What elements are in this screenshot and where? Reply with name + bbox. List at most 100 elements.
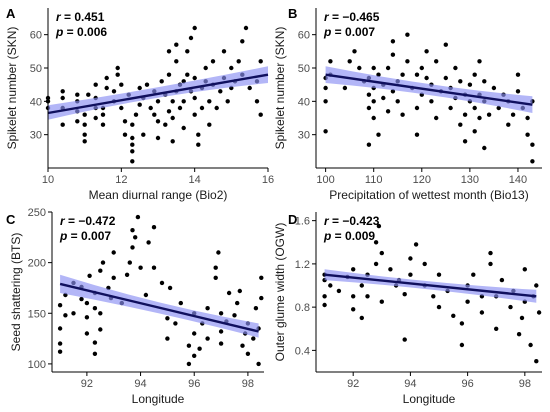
x-axis-title: Longitude [403,392,456,406]
data-point [82,132,87,137]
data-point [133,112,139,117]
data-point [240,343,245,348]
data-point [199,105,205,111]
data-point [443,42,448,47]
data-point [494,326,499,331]
y-axis-title: Outer glume width (OGW) [273,223,287,362]
panel-letter: B [288,6,297,21]
data-point [111,275,116,280]
x-tick-label: 92 [347,378,359,390]
data-point [166,109,172,114]
data-point [170,139,175,144]
data-point [137,102,142,107]
data-point [323,85,328,91]
data-point [57,326,63,331]
data-point [192,112,197,117]
data-point [130,159,135,164]
data-point [235,300,240,306]
data-point [86,92,91,97]
data-point [351,294,356,299]
x-tick-label: 98 [242,378,254,390]
data-point [459,342,465,348]
data-point [458,122,463,127]
data-point [371,99,376,104]
data-point [247,85,252,91]
data-point [431,294,436,299]
data-point [381,95,386,101]
data-point [165,336,170,341]
data-point [515,89,521,94]
data-point [482,145,487,151]
data-point [459,321,465,326]
data-point [351,267,356,272]
y-tick-label: 1.2 [295,259,310,271]
data-point [100,122,106,127]
data-point [174,42,179,47]
data-point [196,132,201,137]
data-point [232,313,237,318]
data-point [515,72,521,77]
data-point [192,353,197,358]
data-point [352,49,357,54]
data-point [100,260,106,265]
data-point [534,359,539,364]
data-point [82,122,87,127]
x-tick-label: 130 [461,174,479,186]
data-point [192,75,197,81]
data-point [395,99,400,104]
x-tick-label: 100 [316,174,334,186]
y-tick-label: 150 [28,308,46,320]
data-point [357,65,362,71]
data-point [57,303,63,308]
data-point [155,99,161,104]
data-point [104,75,109,81]
data-point [213,265,218,270]
data-point [436,304,442,310]
data-point [390,39,396,44]
x-tick-label: 110 [365,174,383,186]
data-point [388,267,393,272]
panel-d: D 92 94 96 98 0.4 0.8 1.2 1.6 Longitude Outer glum… [273,212,542,406]
data-point [93,82,98,87]
data-point [122,132,128,137]
confidence-band [60,274,259,338]
regression-line [324,273,537,298]
data-point [434,115,439,121]
data-point [173,321,178,326]
y-tick-label: 100 [28,359,46,371]
data-point [104,85,109,91]
data-point [170,99,175,104]
data-point [159,79,164,84]
r-statistic: r = −0.472 [60,214,116,228]
data-point [84,331,90,336]
data-point [506,122,511,127]
data-point [482,79,487,84]
data-point [240,39,245,44]
data-point [60,95,65,101]
data-point [236,59,241,64]
data-point [258,112,263,117]
data-point [207,122,212,127]
data-point [359,283,364,288]
data-point [465,299,470,304]
data-point [221,49,227,54]
data-point [385,109,391,114]
data-point [137,85,142,91]
data-point [84,300,90,306]
x-tick-label: 10 [42,174,54,186]
data-point [424,75,429,81]
p-statistic: p = 0.007 [323,25,375,39]
data-point [522,267,527,272]
x-axis-title: Longitude [132,392,185,406]
data-point [84,315,90,320]
data-point [144,82,150,87]
data-point [152,112,157,117]
data-point [508,304,513,310]
data-point [130,149,135,154]
data-point [536,310,542,315]
y-axis-title: Spikelet number (SKN) [5,27,19,150]
data-point [210,59,216,64]
data-point [488,250,493,256]
data-point [259,275,264,280]
data-point [138,265,143,270]
